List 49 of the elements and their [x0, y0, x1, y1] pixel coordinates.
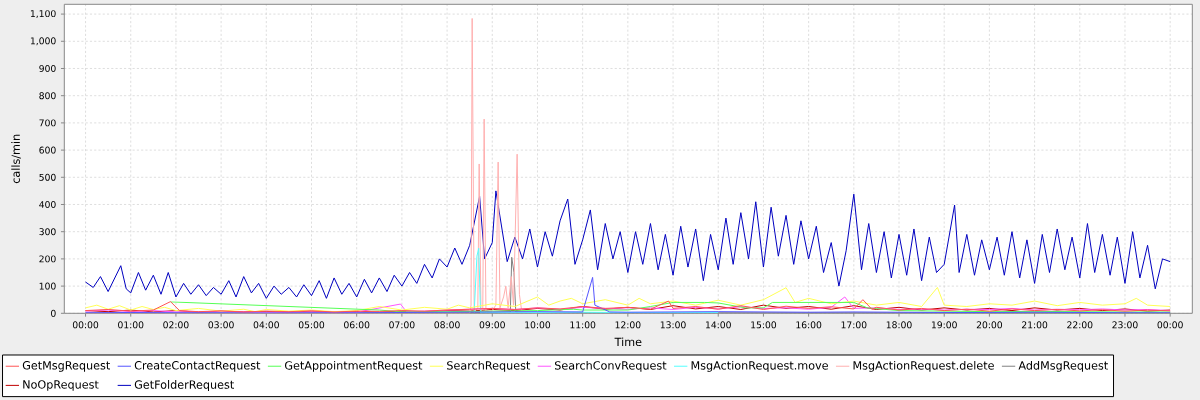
x-tick-label: 19:00	[931, 321, 957, 329]
legend-label: GetMsgRequest	[22, 361, 110, 372]
x-tick-label: 00:00	[1157, 321, 1183, 329]
x-tick-label: 04:00	[253, 321, 279, 329]
x-tick-label: 08:00	[434, 321, 460, 329]
x-tick-label: 20:00	[976, 321, 1003, 329]
x-tick-label: 03:00	[208, 321, 234, 329]
y-tick-label: 800	[39, 92, 56, 100]
legend-label: GetFolderRequest	[134, 380, 234, 391]
x-tick-label: 09:00	[479, 321, 505, 329]
x-tick-label: 02:00	[163, 321, 189, 329]
x-tick-label: 18:00	[886, 321, 912, 329]
x-tick-label: 14:00	[706, 321, 731, 329]
y-tick-label: 1,100	[30, 10, 56, 19]
x-axis-title: Time	[614, 337, 642, 347]
legend-label: MsgActionRequest.move	[691, 360, 828, 372]
y-tick-label: 1,000	[30, 37, 56, 46]
x-tick-label: 13:00	[660, 321, 686, 329]
legend-label: AddMsgRequest	[1018, 360, 1108, 372]
y-tick-label: 100	[39, 282, 56, 290]
legend-label: GetAppointmentRequest	[284, 360, 423, 372]
legend-label: SearchRequest	[447, 360, 531, 372]
x-tick-label: 23:00	[1112, 321, 1138, 329]
legend-label: SearchConvRequest	[554, 360, 667, 372]
y-tick-label: 900	[39, 65, 56, 72]
y-tick-label: 300	[39, 228, 56, 236]
legend-label: CreateContactRequest	[134, 361, 261, 372]
y-tick-label: 0	[51, 309, 56, 317]
x-tick-label: 10:00	[525, 321, 551, 329]
x-tick-label: 21:00	[1022, 321, 1048, 329]
x-tick-label: 15:00	[751, 321, 777, 329]
legend-label: MsgActionRequest.delete	[853, 360, 994, 372]
legend-label: NoOpRequest	[23, 380, 99, 391]
x-tick-label: 07:00	[389, 321, 415, 329]
x-tick-label: 00:00	[72, 321, 99, 329]
y-tick-label: 600	[39, 146, 56, 154]
x-tick-label: 05:00	[298, 321, 325, 329]
x-tick-label: 01:00	[118, 321, 144, 329]
x-tick-label: 17:00	[841, 321, 867, 329]
y-tick-label: 500	[39, 173, 56, 181]
y-tick-label: 700	[39, 119, 56, 127]
x-tick-label: 16:00	[796, 321, 822, 329]
x-tick-label: 22:00	[1067, 321, 1093, 329]
x-tick-label: 12:00	[615, 321, 641, 329]
y-axis-title: calls/min	[11, 134, 21, 184]
y-tick-label: 200	[39, 255, 56, 263]
y-tick-label: 400	[39, 201, 56, 208]
x-tick-label: 06:00	[344, 321, 370, 329]
x-tick-label: 11:00	[570, 321, 596, 329]
